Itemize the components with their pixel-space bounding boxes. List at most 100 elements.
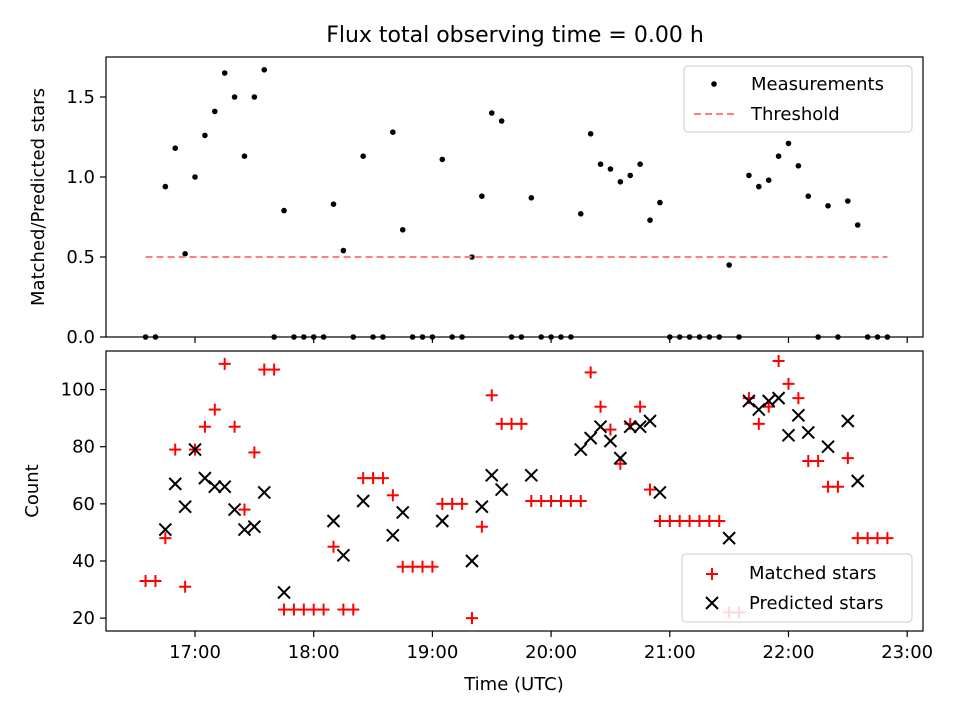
predicted-stars-point	[465, 554, 479, 568]
measurement-point	[212, 108, 218, 115]
measurement-point	[202, 132, 208, 139]
predicted-stars-point	[227, 502, 242, 517]
predicted-stars-point	[435, 514, 450, 528]
bottom-legend-box	[681, 553, 913, 623]
matched-stars-point	[218, 357, 231, 370]
legend-predicted-stars: Predicted stars	[749, 593, 883, 614]
predicted-stars-point	[396, 505, 410, 520]
predicted-stars-point	[217, 480, 232, 494]
predicted-stars-point	[524, 468, 539, 482]
x-tick-label: 17:00	[169, 642, 221, 663]
predicted-stars-point	[386, 528, 400, 542]
legend-measurements: Measurements	[751, 74, 884, 95]
measurement-point	[627, 172, 634, 179]
predicted-stars-point	[237, 522, 252, 537]
matched-stars-point	[465, 612, 478, 625]
measurement-point	[251, 94, 258, 100]
measurement-point	[340, 247, 347, 254]
matched-stars-point	[584, 366, 597, 379]
predicted-stars-point	[722, 531, 736, 545]
matched-stars-point	[762, 400, 775, 413]
predicted-stars-point	[188, 442, 202, 457]
measurement-point	[281, 207, 287, 214]
predicted-stars-point	[485, 468, 499, 482]
measurement-point	[182, 251, 188, 257]
predicted-stars-point	[494, 482, 509, 497]
measurement-point	[756, 183, 762, 190]
matched-stars-point	[198, 420, 211, 433]
predicted-stars-point	[791, 408, 806, 422]
matched-stars-legend-marker	[706, 568, 718, 580]
matched-stars-point	[248, 446, 261, 459]
predicted-stars-point	[583, 431, 598, 445]
measurement-point	[360, 153, 366, 159]
top-y-tick-label: 0.5	[66, 247, 95, 268]
measurement-point	[617, 179, 624, 185]
top-y-tick-label: 1.0	[66, 167, 95, 188]
bottom-y-tick-label: 20	[72, 608, 95, 629]
matched-stars-point	[238, 503, 251, 516]
top-y-tick-label: 1.5	[66, 87, 95, 108]
measurement-point	[172, 145, 179, 151]
matched-stars-point	[485, 389, 498, 402]
x-tick-label: 22:00	[763, 642, 815, 663]
measurement-point	[488, 110, 495, 116]
bottom-y-axis-label: Count	[22, 464, 43, 517]
measurement-point	[607, 166, 614, 172]
predicted-stars-point	[821, 440, 835, 454]
x-tick-label: 21:00	[644, 642, 696, 663]
measurement-point	[439, 156, 446, 163]
predicted-stars-point	[208, 480, 222, 494]
matched-stars-point	[327, 540, 340, 553]
bottom-y-tick-label: 40	[72, 551, 95, 572]
matched-stars-point	[713, 515, 726, 527]
matched-stars-point	[159, 532, 172, 545]
measurement-point	[330, 201, 337, 207]
measurement-point	[746, 172, 752, 179]
predicted-stars-point	[593, 420, 608, 434]
predicted-stars-point	[851, 474, 865, 488]
measurements-legend-marker	[711, 81, 717, 87]
x-axis-label: Time (UTC)	[463, 674, 564, 695]
measurement-point	[795, 163, 802, 169]
predicted-stars-point	[643, 414, 657, 428]
predicted-stars-point	[178, 500, 192, 514]
bottom-panel: 17:00 18:00 19:00 20:00 21:00 22:00 23:00 20 40 6…	[22, 350, 933, 695]
matched-stars-point	[456, 497, 469, 510]
matched-stars-point	[515, 417, 528, 430]
predicted-stars-point	[771, 391, 786, 405]
measurement-point	[498, 118, 505, 124]
predicted-stars-point	[653, 485, 667, 500]
predicted-stars-point	[158, 522, 173, 537]
measurement-point	[854, 222, 861, 228]
matched-stars-point	[752, 417, 765, 430]
predicted-stars-point	[603, 434, 618, 448]
x-tick-label: 18:00	[288, 642, 340, 663]
matched-stars-point	[317, 603, 330, 616]
measurement-point	[785, 140, 792, 147]
measurement-point	[647, 217, 653, 223]
matched-stars-point	[782, 377, 795, 390]
bottom-y-tick-label: 60	[72, 494, 95, 515]
measurement-point	[479, 193, 485, 199]
matched-stars-point	[386, 489, 399, 502]
matched-stars-point	[179, 580, 192, 593]
top-plot-frame	[105, 56, 924, 338]
measurement-point	[221, 70, 228, 76]
predicted-stars-point	[574, 442, 588, 457]
matched-stars-point	[169, 443, 182, 456]
chart-title: Flux total observing time = 0.00 h	[326, 23, 704, 48]
matched-stars-point	[831, 480, 844, 493]
matched-stars-point	[268, 363, 281, 376]
x-tick-label: 20:00	[525, 642, 577, 663]
measurement-point	[805, 193, 812, 199]
top-legend: Measurements Threshold	[683, 65, 913, 133]
predicted-stars-point	[356, 494, 370, 508]
matched-stars-point	[426, 560, 439, 573]
top-panel: Flux total observing time = 0.00 h 0.0 0.…	[28, 23, 924, 348]
predicted-stars-point	[336, 548, 351, 562]
matched-stars-point	[594, 400, 607, 413]
predicted-stars-point	[841, 414, 855, 428]
predicted-stars-point	[633, 420, 647, 434]
